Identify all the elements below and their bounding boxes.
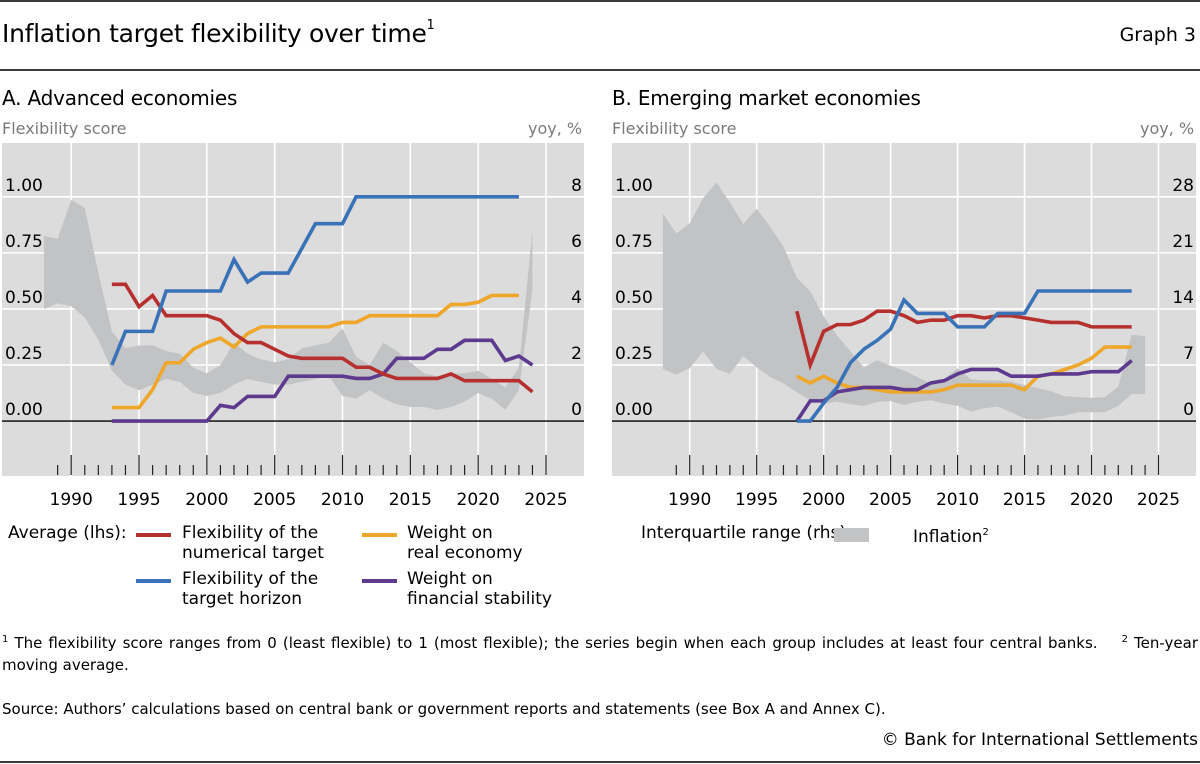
y-tick-label-0.00: 0.00 — [615, 400, 653, 420]
legend-swatch-numerical-target — [136, 533, 171, 537]
y-tick-label-0.25: 0.25 — [5, 344, 43, 364]
y2-tick-label-0: 0 — [571, 400, 582, 420]
x-tick-label-2025: 2025 — [1137, 490, 1180, 510]
x-tick-label-2020: 2020 — [457, 490, 500, 510]
series-target-horizon — [796, 289, 1132, 423]
legend-swatch-target-horizon — [136, 579, 171, 583]
legend-average-label: Average (lhs): — [8, 523, 127, 543]
legend-swatch-real-economy — [362, 533, 397, 537]
legend-item-financial-stability-line1: Weight on — [407, 569, 493, 589]
series-numerical-target — [795, 309, 1132, 371]
top-rule — [0, 0, 1200, 2]
y-tick-label-0.75: 0.75 — [5, 232, 43, 252]
legend-item-real-economy: Weight on real economy — [407, 523, 523, 563]
y2-tick-label-21: 21 — [1172, 232, 1194, 252]
legend-item-numerical-target: Flexibility of the numerical target — [182, 523, 324, 563]
x-tick-label-2015: 2015 — [1003, 490, 1046, 510]
legend-item-inflation: Inflation2 — [913, 523, 989, 547]
legend-inflation-text: Inflation — [913, 527, 983, 547]
legend-inflation: Interquartile range (rhs): Inflation2 — [600, 520, 1200, 550]
legend-swatch-inflation-band — [834, 528, 869, 542]
y2-tick-label-7: 7 — [1183, 344, 1194, 364]
title-footnote-marker: 1 — [426, 18, 435, 33]
graph-number: Graph 3 — [1119, 24, 1196, 46]
y-tick-label-1.00: 1.00 — [615, 176, 653, 196]
y2-tick-label-4: 4 — [571, 288, 582, 308]
footnote-1-text: The flexibility score ranges from 0 (lea… — [14, 634, 1098, 652]
x-tick-label-2025: 2025 — [524, 490, 567, 510]
inflation-band — [662, 182, 1146, 420]
footnote-1: 1 The flexibility score ranges from 0 (l… — [2, 629, 1198, 676]
legend-item-real-economy-line1: Weight on — [407, 523, 493, 543]
legend-item-financial-stability-line2: financial stability — [407, 589, 552, 609]
y2-tick-label-6: 6 — [571, 232, 582, 252]
x-tick-label-2015: 2015 — [389, 490, 432, 510]
y-tick-label-1.00: 1.00 — [5, 176, 43, 196]
inflation-band — [44, 199, 533, 410]
x-tick-label-2000: 2000 — [802, 490, 845, 510]
legend-item-numerical-target-line2: numerical target — [182, 543, 324, 563]
x-tick-label-1990: 1990 — [50, 490, 93, 510]
legend-item-target-horizon-line2: target horizon — [182, 589, 303, 609]
y2-tick-label-14: 14 — [1172, 288, 1194, 308]
legend-averages: Average (lhs): Flexibility of the numeric… — [0, 520, 600, 620]
legend-inflation-note-marker: 2 — [982, 527, 989, 538]
panel-b-title: B. Emerging market economies — [612, 86, 921, 110]
source-note: Source: Authors’ calculations based on c… — [2, 700, 886, 718]
x-tick-label-2010: 2010 — [936, 490, 979, 510]
series-numerical-target — [111, 282, 534, 394]
x-tick-label-2020: 2020 — [1070, 490, 1113, 510]
footnote-1-marker: 1 — [2, 634, 9, 645]
panel-b-chart: 0.00 0.25 0.50 0.75 1.00 0 7 14 21 28 1990 1995 2000… — [612, 143, 1196, 510]
y-tick-label-0.75: 0.75 — [615, 232, 653, 252]
copyright: © Bank for International Settlements — [881, 730, 1198, 750]
y-tick-label-0.50: 0.50 — [615, 288, 653, 308]
y-tick-label-0.25: 0.25 — [615, 344, 653, 364]
series-financial-stability — [795, 359, 1133, 423]
panel-a-chart: 0.00 0.25 0.50 0.75 1.00 0 2 4 6 8 1990 1995 2000 200… — [2, 143, 584, 510]
panel-b-left-axis-label: Flexibility score — [612, 119, 737, 138]
x-tick-label-2005: 2005 — [253, 490, 296, 510]
y2-tick-label-0: 0 — [1183, 400, 1194, 420]
y2-tick-label-28: 28 — [1172, 176, 1194, 196]
series-real-economy — [796, 345, 1132, 394]
legend-item-target-horizon-line1: Flexibility of the — [182, 569, 319, 589]
title-rule — [0, 69, 1200, 71]
panel-a-right-axis-label: yoy, % — [528, 119, 583, 138]
chart-title: Inflation target flexibility over time1 — [2, 18, 435, 48]
panel-a-left-axis-label: Flexibility score — [2, 119, 127, 138]
x-tick-label-2010: 2010 — [321, 490, 364, 510]
legend-item-financial-stability: Weight on financial stability — [407, 569, 552, 609]
legend-iqr-label: Interquartile range (rhs): — [641, 523, 852, 543]
legend-item-target-horizon: Flexibility of the target horizon — [182, 569, 318, 609]
chart-title-text: Inflation target flexibility over time — [2, 19, 427, 48]
y-tick-label-0.00: 0.00 — [5, 400, 43, 420]
series-target-horizon — [110, 195, 519, 366]
footnote-2-text: Ten-year moving average. — [2, 634, 1198, 674]
legend-item-numerical-target-line1: Flexibility of the — [182, 523, 319, 543]
y-tick-label-0.50: 0.50 — [5, 288, 43, 308]
y2-tick-label-8: 8 — [571, 176, 582, 196]
panel-b-right-axis-label: yoy, % — [1140, 119, 1195, 138]
x-tick-label-1995: 1995 — [117, 490, 160, 510]
x-tick-label-2005: 2005 — [869, 490, 912, 510]
x-tick-label-1995: 1995 — [735, 490, 778, 510]
legend-swatch-financial-stability — [362, 579, 397, 583]
series-real-economy — [111, 293, 519, 410]
y2-tick-label-2: 2 — [571, 344, 582, 364]
footnote-2-marker: 2 — [1121, 634, 1128, 645]
series-financial-stability — [111, 338, 534, 423]
panel-a-title: A. Advanced economies — [2, 86, 238, 110]
x-tick-label-1990: 1990 — [668, 490, 711, 510]
legend-item-real-economy-line2: real economy — [407, 543, 523, 563]
bottom-rule — [0, 761, 1200, 763]
x-tick-label-2000: 2000 — [185, 490, 228, 510]
